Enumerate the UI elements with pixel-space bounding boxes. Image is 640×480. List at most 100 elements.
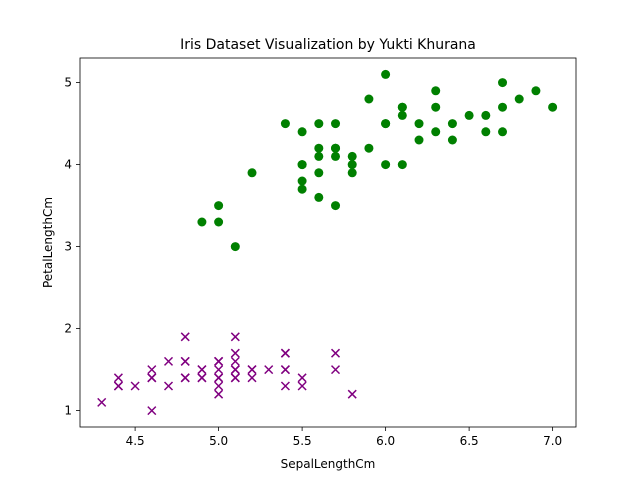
data-point [331,201,341,211]
y-tick-label: 1 [64,404,72,418]
data-point [347,168,357,178]
data-point [230,348,240,358]
data-point [97,397,107,407]
data-point [364,143,374,153]
x-axis: 4.5 5.0 5.5 6.0 6.5 7.0 [126,427,562,448]
data-point [180,332,190,342]
data-point [113,381,123,391]
data-point [180,356,190,366]
data-point [330,365,341,375]
x-tick-label: 7.0 [543,434,562,448]
plot-area [97,69,558,416]
data-point [397,102,407,112]
x-axis-label: SepalLengthCm [281,457,376,471]
data-point [163,356,174,366]
data-point [347,160,357,170]
data-point [247,365,257,375]
data-point [431,86,441,96]
data-point [130,381,140,391]
data-point [498,127,508,137]
data-point [331,143,341,153]
data-point [414,135,424,145]
data-point [347,151,357,161]
plot-frame [79,57,577,428]
data-point [314,168,324,178]
data-point [264,365,274,375]
data-point [314,151,324,161]
data-point [498,102,508,112]
y-tick-label: 5 [64,76,72,90]
data-point [297,127,307,137]
data-point [247,168,257,178]
data-point [297,160,307,170]
series-1 [197,69,558,252]
data-point [314,192,324,202]
data-point [498,78,508,88]
data-point [331,119,341,129]
y-tick-label: 2 [64,322,72,336]
data-point [481,127,491,137]
data-point [197,365,207,375]
data-point [230,365,240,375]
data-point [214,365,224,375]
data-point [464,110,474,120]
data-point [280,348,290,358]
data-point [331,151,341,161]
x-tick-label: 6.5 [460,434,479,448]
data-point [364,94,374,104]
data-point [548,102,558,112]
data-point [347,389,357,399]
data-point [230,332,240,342]
data-point [297,176,307,186]
data-point [280,381,290,391]
data-point [314,119,324,129]
data-point [163,381,174,391]
data-point [180,373,190,383]
data-point [214,201,224,211]
chart-title: Iris Dataset Visualization by Yukti Khur… [180,37,476,53]
data-point [397,160,407,170]
data-point [230,356,240,366]
data-point [214,381,224,391]
x-tick-label: 6.0 [376,434,395,448]
x-tick-label: 5.0 [209,434,228,448]
y-tick-label: 4 [64,158,72,172]
data-point [531,86,541,96]
data-point [197,373,207,383]
data-point [214,217,224,227]
data-point [297,373,307,383]
data-point [447,135,457,145]
data-point [214,389,224,399]
x-tick-label: 5.5 [293,434,312,448]
data-point [214,356,224,366]
data-point [297,381,307,391]
data-point [147,373,157,383]
data-point [514,94,524,104]
data-point [414,119,424,129]
data-point [381,160,391,170]
data-point [314,143,324,153]
data-point [247,373,257,383]
data-point [431,127,441,137]
data-point [230,373,240,383]
y-axis: 1 2 3 4 5 [64,76,80,418]
data-point [297,184,307,194]
data-point [147,365,157,375]
data-point [197,217,207,227]
data-point [481,110,491,120]
data-point [280,365,290,375]
x-tick-label: 4.5 [126,434,145,448]
data-point [447,119,457,129]
data-point [431,102,441,112]
data-point [397,110,407,120]
data-point [381,69,391,79]
data-point [113,373,123,383]
y-axis-label: PetalLengthCm [41,197,55,288]
data-point [280,119,290,129]
data-point [214,373,224,383]
data-point [330,348,341,358]
data-point [147,406,157,416]
data-point [381,119,391,129]
series-0 [97,332,357,416]
